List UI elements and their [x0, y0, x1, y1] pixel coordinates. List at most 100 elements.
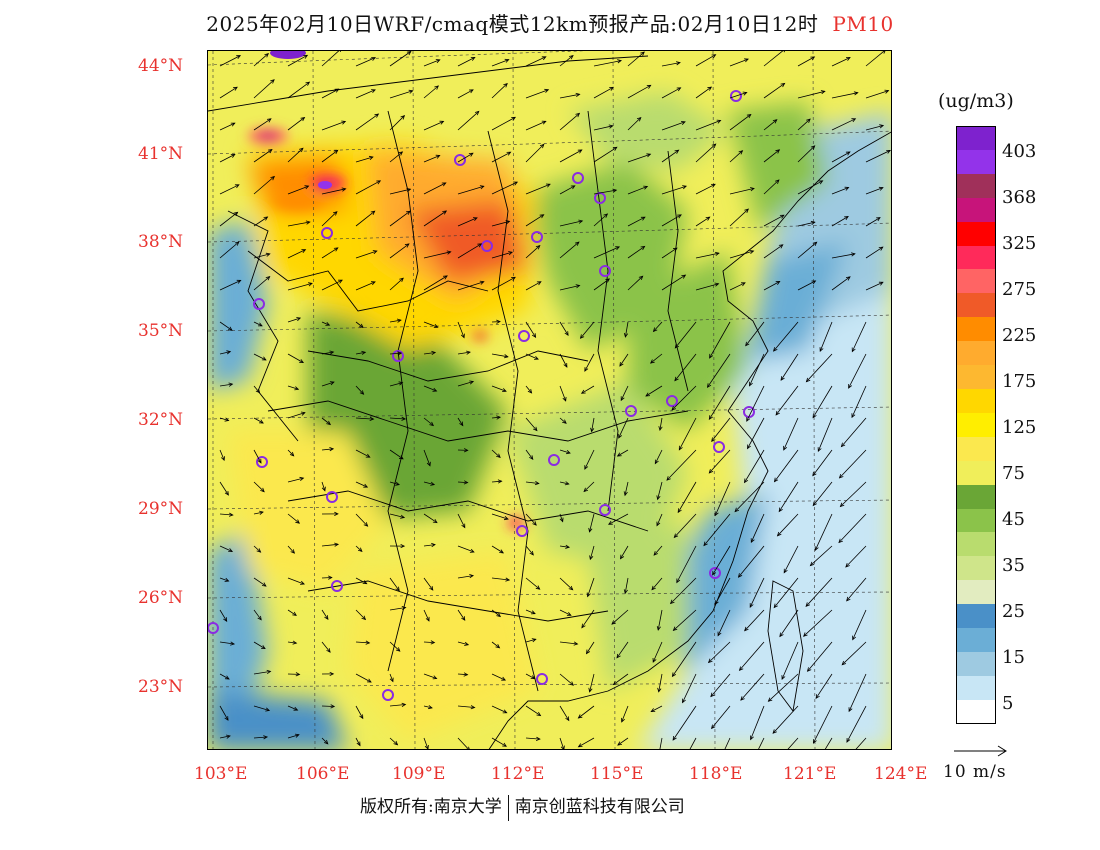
wind-arrow	[652, 641, 663, 663]
wind-arrow-head	[461, 616, 466, 621]
wind-arrow	[749, 577, 765, 608]
wind-arrow	[253, 545, 261, 553]
wind-arrow-head	[236, 279, 242, 284]
wind-arrow	[287, 412, 306, 419]
wind-arrow-head	[425, 616, 430, 622]
wind-arrow-head	[645, 392, 651, 397]
wind-arrow-head	[398, 151, 404, 156]
wind-arrow	[219, 609, 228, 622]
wind-arrow	[839, 449, 867, 479]
wind-arrow-head	[292, 640, 298, 645]
wind-arrow	[525, 120, 546, 131]
wind-arrow-head	[435, 59, 441, 64]
wind-arrow	[852, 609, 867, 640]
wind-arrow-head	[672, 735, 677, 741]
lon-label-118: 118°E	[689, 764, 743, 784]
wind-arrow-head	[714, 282, 720, 287]
wind-arrow-head	[496, 612, 502, 618]
wind-arrow-head	[366, 678, 372, 683]
wind-arrow	[620, 385, 629, 401]
wind-arrow	[355, 417, 374, 420]
wind-arrow-head	[398, 455, 404, 460]
wind-arrow-head	[334, 542, 340, 547]
wind-arrow-head	[432, 675, 438, 680]
wind-arrow	[841, 417, 867, 447]
wind-arrow	[321, 609, 329, 620]
wind-arrow	[389, 673, 394, 682]
wind-arrow-head	[741, 282, 746, 287]
wind-arrow	[666, 449, 697, 481]
wind-arrow	[219, 154, 235, 163]
wind-arrow-head	[365, 453, 371, 458]
wind-arrow	[865, 281, 884, 291]
wind-arrow	[739, 641, 765, 671]
wind-arrow	[729, 282, 746, 291]
wind-arrow-head	[265, 276, 271, 281]
wind-arrow	[355, 57, 376, 67]
wind-arrow-head	[650, 708, 656, 713]
wind-arrow-head	[479, 280, 485, 285]
wind-arrow-head	[334, 88, 340, 93]
wind-arrow-head	[356, 741, 361, 747]
wind-arrow-head	[513, 181, 519, 186]
wind-arrow-head	[428, 705, 433, 710]
wind-arrow-head	[293, 706, 299, 711]
wind-arrow	[457, 217, 478, 227]
wind-arrow-head	[469, 380, 475, 385]
wind-arrow-head	[477, 243, 483, 248]
wind-arrow-head	[773, 477, 779, 483]
wind-arrow-head	[429, 421, 435, 427]
wind-arrow	[624, 577, 629, 594]
wind-arrow	[831, 57, 851, 67]
wind-arrow	[661, 121, 686, 131]
wind-arrow	[355, 250, 377, 259]
lon-label-115: 115°E	[590, 764, 644, 784]
wind-arrow-head	[608, 520, 613, 525]
wind-arrow-head	[609, 86, 614, 91]
wind-arrow-head	[259, 419, 264, 424]
wind-arrow-head	[270, 79, 275, 84]
wind-arrow	[321, 279, 343, 291]
wind-arrow-head	[266, 669, 272, 675]
wind-arrow-head	[503, 82, 508, 88]
wind-arrow-head	[323, 739, 329, 745]
wind-arrow-head	[443, 275, 448, 280]
wind-arrow-head	[399, 277, 404, 283]
wind-arrow	[491, 353, 508, 358]
wind-arrow	[389, 481, 400, 485]
wind-arrow-head	[362, 580, 368, 585]
wind-arrow	[673, 609, 697, 631]
wind-arrow	[717, 609, 731, 636]
wind-arrow-head	[566, 450, 571, 455]
colorbar-segment	[956, 604, 996, 629]
wind-arrow	[695, 54, 716, 67]
wind-arrow-head	[805, 602, 811, 607]
wind-arrow	[491, 385, 507, 392]
wind-arrow	[763, 281, 780, 291]
wind-arrow	[659, 417, 663, 431]
wind-arrow-head	[255, 388, 261, 394]
wind-arrow	[559, 353, 568, 368]
wind-arrow-head	[674, 343, 680, 349]
wind-arrow	[734, 481, 765, 512]
wind-arrow-head	[651, 585, 656, 591]
wind-arrow	[746, 385, 765, 422]
wind-arrow	[695, 120, 721, 131]
wind-arrow	[783, 545, 799, 573]
wind-arrow	[812, 385, 833, 418]
wind-arrow	[389, 115, 405, 131]
wind-arrow	[814, 513, 833, 551]
wind-arrow	[831, 276, 851, 291]
wind-arrow	[578, 705, 595, 719]
wind-arrow	[831, 253, 855, 259]
wind-arrow-head	[442, 210, 448, 215]
wind-arrow	[708, 641, 731, 663]
copyright-company: 南京创蓝科技有限公司	[514, 797, 685, 817]
wind-arrow	[423, 513, 438, 523]
wind-arrow	[589, 545, 595, 560]
wind-arrow-head	[819, 347, 824, 353]
wind-arrow	[729, 150, 743, 163]
wind-arrow	[672, 641, 697, 677]
wind-arrow	[621, 705, 629, 723]
wind-arrow-head	[750, 538, 755, 544]
